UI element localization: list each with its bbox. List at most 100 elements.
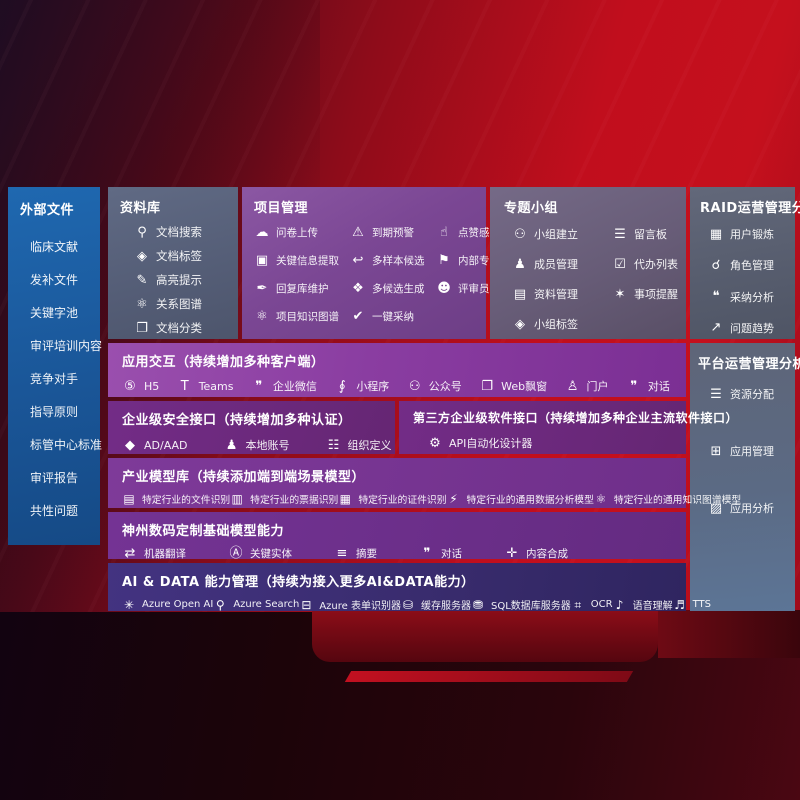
list-item[interactable]: ⚛ 项目知识图谱 (254, 309, 350, 324)
list-item[interactable]: ☷ 组织定义 (326, 437, 392, 453)
list-item[interactable]: ⚇ 小组建立 (512, 226, 612, 242)
app-interaction-row: ⑤ H5 T Teams ❞ 企业微信 ∮ 小程序 ⚇ 公众号 ❐ Web飘窗 ♙ 门户 ❞ 对话 (122, 378, 674, 394)
wechat-work-icon: ❞ (255, 378, 263, 394)
list-item[interactable]: ⇄ 机器翻译 (122, 546, 186, 561)
list-item[interactable]: ◈ 小组标签 (512, 316, 612, 332)
list-item[interactable]: ☑ 代办列表 (612, 256, 678, 272)
list-item[interactable]: ☰ 资源分配 (708, 386, 795, 402)
list-item[interactable]: ≡ 摘要 (334, 546, 377, 561)
item-label: 问卷上传 (276, 227, 318, 239)
list-item[interactable]: ⚙ API自动化设计器 (427, 435, 532, 451)
adopt-analysis-icon: ❝ (712, 289, 720, 305)
azure-openai-icon: ✳ (123, 597, 135, 612)
list-item[interactable]: ⚡ 特定行业的通用数据分析模型 (447, 492, 594, 506)
list-item[interactable]: ⊞ 应用管理 (708, 443, 795, 459)
list-item[interactable]: ▨ 应用分析 (708, 500, 795, 516)
resource-alloc-icon: ☰ (710, 386, 722, 402)
list-item[interactable]: ⚇ 公众号 (407, 378, 462, 394)
list-item[interactable]: 审评培训内容 (30, 337, 102, 354)
list-item[interactable]: ☰ 留言板 (612, 226, 678, 242)
item-label: Azure Open AI (142, 599, 214, 610)
item-label: 资源分配 (730, 388, 774, 401)
doc-search-icon: ⚲ (137, 224, 147, 240)
list-item[interactable]: ▤ 资料管理 (512, 286, 612, 302)
list-item[interactable]: ✒ 回复库维护 (254, 281, 350, 296)
list-item[interactable]: ❖ 多候选生成 (350, 281, 436, 296)
list-item[interactable]: 竞争对手 (30, 370, 100, 387)
list-item[interactable]: ▦ 特定行业的证件识别 (338, 492, 447, 506)
list-item[interactable]: ⌗ OCR (571, 597, 612, 612)
list-item[interactable]: T Teams (177, 378, 234, 394)
item-label: 特定行业的证件识别 (358, 495, 447, 506)
list-item[interactable]: ❐ Web飘窗 (479, 378, 547, 394)
list-item[interactable]: ❞ 企业微信 (251, 378, 317, 394)
item-label: Azure 表单识别器 (319, 601, 401, 612)
list-item[interactable]: ▦ 用户锻炼 (708, 226, 795, 242)
item-label: 特定行业的文件识别 (142, 495, 231, 506)
list-item[interactable]: ✎ 高亮提示 (134, 272, 238, 288)
list-item[interactable]: ↗ 问题趋势 (708, 320, 795, 336)
list-item[interactable]: ♙ 门户 (565, 378, 609, 394)
background-red-strip (344, 671, 634, 682)
list-item[interactable]: ⚛ 特定行业的通用知识图谱模型 (594, 492, 741, 506)
list-item[interactable]: 关键字池 (30, 304, 100, 321)
sql-server-icon: ⛃ (472, 597, 484, 612)
list-item[interactable]: ☌ 角色管理 (708, 257, 795, 273)
list-item[interactable]: ▣ 关键信息提取 (254, 253, 350, 268)
list-item[interactable]: ⚲ Azure Search (213, 597, 299, 612)
panel-ai-data-management: AI & DATA 能力管理（持续为接入更多AI&DATA能力） ✳ Azure … (108, 563, 711, 613)
list-item[interactable]: ❝ 采纳分析 (708, 289, 795, 305)
teams-icon: T (180, 378, 189, 394)
base-models-row: ⇄ 机器翻译 Ⓐ 关键实体 ≡ 摘要 ❞ 对话 ✛ 内容合成 (122, 546, 674, 561)
list-item[interactable]: ⚲ 文档搜索 (134, 224, 238, 240)
list-item[interactable]: 审评报告 (30, 469, 100, 486)
list-item[interactable]: ↩ 多样本候选 (350, 253, 436, 268)
item-label: 一键采纳 (372, 311, 414, 323)
item-label: SQL数据库服务器 (491, 601, 571, 612)
list-item[interactable]: ❞ 对话 (626, 378, 670, 394)
list-item[interactable]: ⚛ 关系图谱 (134, 296, 238, 312)
list-item[interactable]: ✳ Azure Open AI (122, 597, 213, 612)
list-item[interactable]: ♪ 语音理解 (613, 597, 673, 613)
list-item[interactable]: ◆ AD/AAD (122, 437, 188, 453)
user-portrait-icon: ▦ (709, 226, 723, 242)
list-item[interactable]: ♟ 本地账号 (224, 437, 290, 453)
portal-icon: ♙ (566, 378, 579, 394)
app-manage-icon: ⊞ (710, 443, 722, 459)
panel-title: 第三方企业级软件接口（持续增加多种企业主流软件接口） (413, 411, 739, 425)
item-label: 角色管理 (730, 259, 774, 273)
item-label: 应用管理 (730, 445, 774, 458)
list-item[interactable]: ✶ 事项提醒 (612, 286, 678, 302)
list-item[interactable]: ∮ 小程序 (334, 378, 389, 394)
item-label: 内容合成 (526, 548, 568, 560)
list-item[interactable]: ❐ 文档分类 (134, 320, 238, 336)
list-item[interactable]: ✔ 一键采纳 (350, 309, 436, 324)
list-item[interactable]: ▥ 特定行业的票据识别 (230, 492, 339, 506)
list-item[interactable]: 临床文献 (30, 238, 100, 255)
list-item[interactable]: Ⓐ 关键实体 (228, 546, 292, 561)
panel-base-models: 神州数码定制基础模型能力 ⇄ 机器翻译 Ⓐ 关键实体 ≡ 摘要 ❞ 对话 ✛ 内容合成 (108, 512, 686, 561)
web-popup-icon: ❐ (481, 378, 493, 394)
list-item[interactable]: ♬ TTS (673, 597, 711, 612)
list-item[interactable]: ⛃ SQL数据库服务器 (471, 597, 571, 613)
list-item[interactable]: ▤ 特定行业的文件识别 (122, 492, 230, 506)
list-item[interactable]: ♟ 成员管理 (512, 256, 612, 272)
item-label: 共性问题 (30, 504, 79, 518)
list-item[interactable]: ⛁ 缓存服务器 (401, 597, 471, 613)
one-click-adopt-icon: ✔ (352, 309, 364, 324)
list-item[interactable]: 共性问题 (30, 502, 100, 519)
list-item[interactable]: ⚠ 到期预警 (350, 225, 436, 240)
list-item[interactable]: ◈ 文档标签 (134, 248, 238, 264)
list-item[interactable]: ⑤ H5 (122, 378, 159, 394)
list-item[interactable]: 标管中心标准 (30, 436, 102, 453)
list-item[interactable]: ☝ 点赞感谢 (436, 225, 521, 240)
translate-icon: ⇄ (124, 546, 136, 561)
list-item[interactable]: ✛ 内容合成 (504, 546, 568, 561)
list-item[interactable]: 发补文件 (30, 271, 100, 288)
item-label: 点赞感谢 (458, 227, 500, 239)
list-item[interactable]: 指导原则 (30, 403, 100, 420)
azure-search-icon: ⚲ (215, 597, 225, 612)
list-item[interactable]: ⊟ Azure 表单识别器 (299, 597, 401, 613)
list-item[interactable]: ❞ 对话 (419, 546, 463, 561)
list-item[interactable]: ☁ 问卷上传 (254, 225, 350, 240)
